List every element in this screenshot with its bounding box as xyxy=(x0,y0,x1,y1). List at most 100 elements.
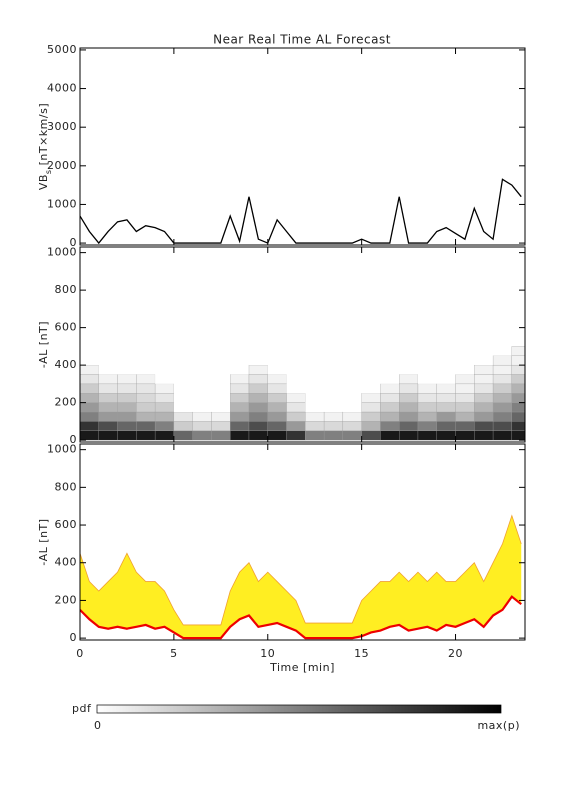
pdf-cell xyxy=(474,346,494,356)
pdf-cell xyxy=(98,430,118,441)
pdf-cell xyxy=(192,383,212,394)
data-line xyxy=(80,178,522,245)
pdf-cell xyxy=(324,402,343,412)
x-tick-label: 10 xyxy=(260,647,275,660)
pdf-cell xyxy=(361,365,381,375)
y-tick-label: 600 xyxy=(55,321,78,334)
pdf-cell xyxy=(305,374,325,384)
pdf-cell xyxy=(192,393,212,403)
pdf-cell xyxy=(98,355,118,366)
pdf-cell xyxy=(80,374,99,385)
pdf-cell xyxy=(136,430,156,441)
y-tick-label: 400 xyxy=(55,556,78,569)
pdf-cell xyxy=(399,402,419,413)
pdf-cell xyxy=(230,383,250,394)
y-axis-label-part: VB xyxy=(37,174,50,190)
pdf-cell xyxy=(117,402,137,413)
pdf-cell xyxy=(323,430,344,441)
colorbar-max: max(p) xyxy=(477,719,520,732)
plot-area xyxy=(80,346,525,441)
pdf-cell xyxy=(361,430,381,441)
pdf-cell xyxy=(455,430,475,441)
pdf-cell xyxy=(342,421,362,431)
pdf-cell xyxy=(324,393,343,403)
pdf-cell xyxy=(98,346,118,356)
pdf-cell xyxy=(436,393,456,403)
pdf-cell xyxy=(248,421,268,431)
pdf-cell xyxy=(230,355,249,366)
forecast-band xyxy=(80,515,522,639)
y-tick-label: 5000 xyxy=(47,43,77,56)
pdf-cell xyxy=(248,393,268,403)
pdf-cell xyxy=(361,393,381,403)
pdf-cell xyxy=(511,355,525,366)
pdf-cell xyxy=(248,411,268,422)
pdf-cell xyxy=(117,374,137,385)
pdf-cell xyxy=(248,346,268,356)
pdf-cell xyxy=(474,383,494,394)
pdf-cell xyxy=(211,346,231,356)
pdf-cell xyxy=(436,430,456,441)
pdf-cell xyxy=(192,355,212,366)
y-tick-label: 4000 xyxy=(47,82,77,95)
pdf-cell xyxy=(230,393,250,403)
pdf-cell xyxy=(248,430,268,441)
pdf-cell xyxy=(211,411,231,422)
pdf-cell xyxy=(380,365,400,375)
pdf-cell xyxy=(267,421,287,431)
pdf-cell xyxy=(305,346,325,356)
pdf-cell xyxy=(136,421,156,431)
pdf-cell xyxy=(267,355,287,366)
pdf-cell xyxy=(154,383,175,394)
pdf-cell xyxy=(305,355,325,366)
pdf-cell xyxy=(474,374,494,385)
pdf-cell xyxy=(286,383,306,394)
pdf-cell xyxy=(342,411,362,422)
pdf-cell xyxy=(173,393,193,403)
y-tick-label: 800 xyxy=(55,283,78,296)
pdf-cell xyxy=(80,355,99,366)
pdf-cell xyxy=(361,355,381,366)
pdf-cell xyxy=(342,374,362,384)
pdf-cell xyxy=(305,402,325,412)
pdf-cell xyxy=(155,355,174,366)
pdf-cell xyxy=(361,374,381,384)
pdf-cell xyxy=(286,421,306,431)
pdf-cell xyxy=(380,346,400,356)
pdf-cell xyxy=(136,383,156,394)
pdf-cell xyxy=(492,402,513,413)
pdf-cell xyxy=(154,393,175,403)
chart-title: Near Real Time AL Forecast xyxy=(213,33,391,47)
pdf-cell xyxy=(230,346,249,356)
pdf-cell xyxy=(136,374,156,385)
pdf-cell xyxy=(173,355,193,366)
pdf-cell xyxy=(361,346,381,356)
pdf-cell xyxy=(455,374,475,385)
pdf-cell xyxy=(342,365,362,375)
pdf-cell xyxy=(136,365,156,375)
pdf-cell xyxy=(136,355,156,366)
y-tick-label: 2000 xyxy=(47,159,77,172)
pdf-cell xyxy=(380,374,400,384)
pdf-cell xyxy=(399,383,419,394)
pdf-cell xyxy=(342,355,362,366)
y-axis-label: -AL [nT] xyxy=(37,518,50,565)
pdf-cell xyxy=(455,365,475,375)
pdf-cell xyxy=(173,346,193,356)
pdf-cell xyxy=(492,411,513,422)
pdf-cell xyxy=(511,411,525,422)
pdf-cell xyxy=(380,355,400,366)
pdf-cell xyxy=(342,430,362,441)
pdf-cell xyxy=(98,365,118,375)
pdf-cell xyxy=(361,383,381,394)
y-tick-label: 200 xyxy=(55,396,78,409)
pdf-cell xyxy=(305,421,325,431)
pdf-cell xyxy=(211,421,231,431)
pdf-cell xyxy=(192,430,212,441)
y-tick-label: 1000 xyxy=(47,246,77,259)
y-axis-label-part: [nT×km/s] xyxy=(37,103,50,170)
pdf-cell xyxy=(136,346,156,356)
pdf-cell xyxy=(230,421,250,431)
pdf-cell xyxy=(305,365,325,375)
y-tick-label: 1000 xyxy=(47,443,77,456)
